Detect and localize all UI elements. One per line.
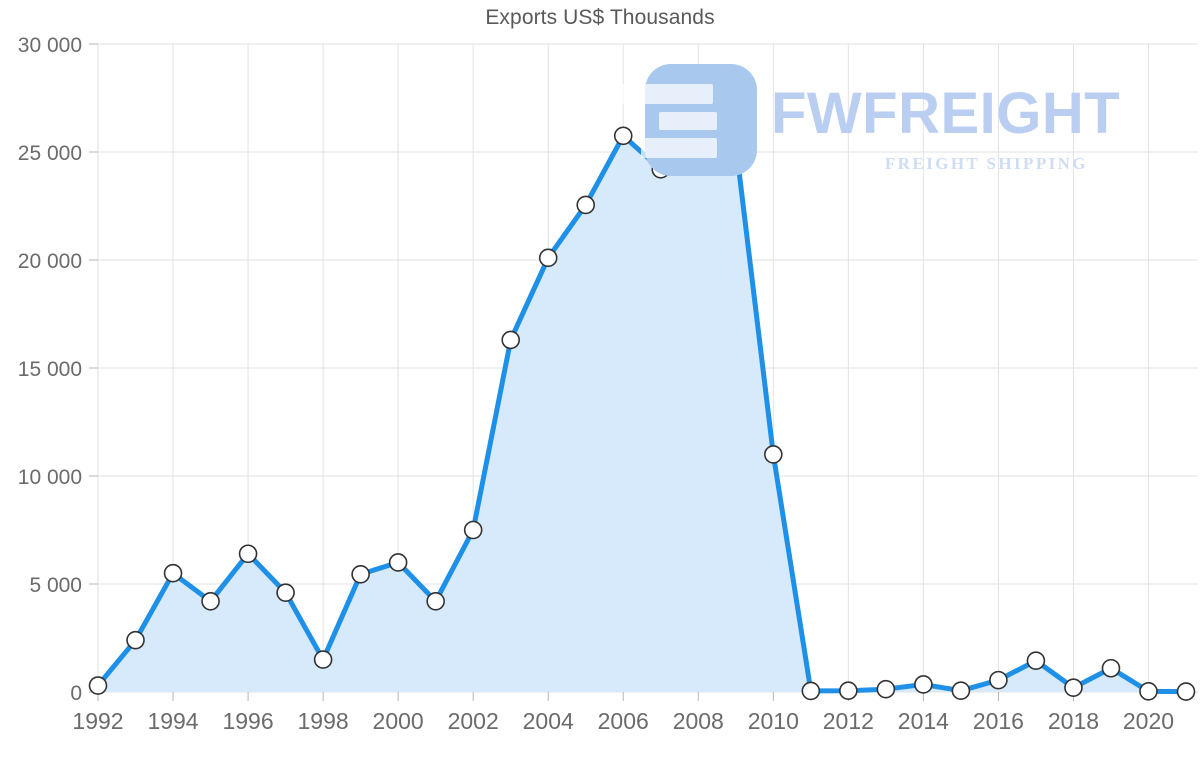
data-point-marker[interactable] bbox=[538, 248, 558, 268]
data-point-marker[interactable] bbox=[801, 681, 821, 701]
x-axis-tick-label: 2008 bbox=[673, 708, 724, 734]
x-axis-tick-label: 2018 bbox=[1048, 708, 1099, 734]
data-point-marker[interactable] bbox=[1176, 682, 1196, 701]
data-point-marker[interactable] bbox=[1064, 678, 1083, 697]
data-point-marker[interactable] bbox=[163, 563, 183, 583]
x-axis-tick-label: 2006 bbox=[598, 708, 649, 734]
data-point-marker[interactable] bbox=[88, 676, 108, 695]
data-point-marker[interactable] bbox=[1101, 658, 1121, 678]
data-point-marker[interactable] bbox=[313, 650, 333, 669]
data-point-marker[interactable] bbox=[989, 670, 1008, 690]
chart-title: Exports US$ Thousands bbox=[485, 6, 715, 29]
y-axis-tick-label: 30 000 bbox=[18, 34, 82, 57]
data-point-marker[interactable] bbox=[726, 135, 746, 154]
y-axis-tick-label: 15 000 bbox=[18, 358, 82, 381]
x-axis-tick-label: 2020 bbox=[1123, 708, 1174, 734]
data-point-marker[interactable] bbox=[764, 445, 783, 464]
x-axis-tick-label: 2014 bbox=[898, 708, 949, 734]
x-axis-labels: 1992 1994 1996 1998 2000 2002 2004 2006 2008 2010… bbox=[72, 708, 1174, 734]
data-point-marker[interactable] bbox=[426, 591, 445, 611]
x-axis-tick-label: 2012 bbox=[823, 708, 874, 734]
x-axis-tick-label: 2016 bbox=[973, 708, 1024, 734]
x-axis-tick-label: 1992 bbox=[72, 708, 123, 734]
x-axis-tick-label: 1996 bbox=[222, 708, 273, 734]
data-point-marker[interactable] bbox=[388, 553, 408, 572]
y-axis-tick-label: 10 000 bbox=[18, 466, 82, 489]
y-axis-tick-label: 0 bbox=[70, 682, 82, 705]
x-axis-tick-label: 2002 bbox=[448, 708, 499, 734]
data-point-marker[interactable] bbox=[238, 544, 258, 564]
data-point-marker[interactable] bbox=[463, 520, 483, 540]
data-point-marker[interactable] bbox=[651, 159, 671, 179]
data-point-marker[interactable] bbox=[576, 195, 596, 215]
data-point-marker[interactable] bbox=[276, 583, 295, 602]
data-point-marker[interactable] bbox=[351, 564, 370, 584]
data-point-marker[interactable] bbox=[126, 630, 145, 650]
x-axis-tick-label: 2004 bbox=[523, 708, 574, 734]
data-point-marker[interactable] bbox=[501, 330, 520, 350]
data-point-marker[interactable] bbox=[876, 679, 896, 699]
data-point-marker[interactable] bbox=[839, 681, 858, 701]
y-axis-ticks bbox=[89, 43, 98, 693]
data-point-marker[interactable] bbox=[1139, 682, 1158, 701]
data-point-marker[interactable] bbox=[201, 591, 220, 611]
data-point-marker[interactable] bbox=[688, 68, 708, 87]
x-axis-tick-label: 2000 bbox=[373, 708, 424, 734]
x-axis-tick-label: 1998 bbox=[298, 708, 349, 734]
y-axis-tick-label: 25 000 bbox=[18, 142, 82, 165]
x-axis-tick-label: 1994 bbox=[147, 708, 198, 734]
area-fill bbox=[98, 77, 1186, 693]
y-axis-tick-label: 5 000 bbox=[29, 574, 82, 597]
x-axis-tick-label: 2010 bbox=[748, 708, 799, 734]
data-point-marker[interactable] bbox=[613, 126, 633, 146]
data-point-marker[interactable] bbox=[1026, 651, 1046, 670]
data-point-marker[interactable] bbox=[914, 675, 933, 694]
data-point-marker[interactable] bbox=[951, 681, 971, 701]
y-axis-tick-label: 20 000 bbox=[18, 250, 82, 273]
y-axis-labels: 0 5 000 10 000 15 000 20 000 25 000 30 000 bbox=[18, 34, 82, 705]
